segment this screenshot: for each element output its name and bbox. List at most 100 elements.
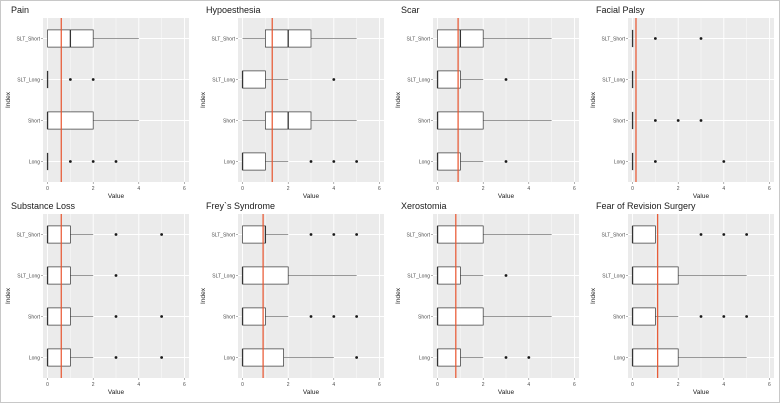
box-iqr (632, 348, 679, 367)
box-iqr (437, 152, 461, 171)
box-Short (436, 307, 552, 326)
panel-title: Fear of Revision Surgery (596, 201, 696, 211)
box-iqr (437, 70, 461, 89)
y-axis-label: Index (5, 91, 12, 108)
y-tick-label: Short (223, 118, 236, 124)
box-iqr (242, 225, 266, 244)
chart-panel-2: Hypoesthesia 0 2 4 6 SLT_Short SLT_Long Short Lo… (200, 5, 384, 200)
x-tick-label: 2 (92, 186, 95, 192)
outlier-point (527, 356, 531, 359)
box-SLT_Short (242, 29, 357, 48)
y-tick-label: Long (224, 355, 235, 361)
outlier-point (68, 78, 72, 81)
y-tick-label: Short (613, 118, 626, 124)
y-tick-label: SLT_Long (212, 273, 235, 279)
x-tick-label: 0 (241, 186, 244, 192)
outlier-point (309, 315, 313, 318)
x-axis-label: Value (498, 389, 515, 396)
box-iqr (242, 152, 266, 171)
outlier-point (68, 160, 72, 163)
outlier-point (653, 37, 657, 40)
outlier-point (114, 356, 118, 359)
outlier-point (309, 233, 313, 236)
panel-title: Pain (11, 5, 29, 15)
y-tick-label: Long (29, 355, 40, 361)
box-SLT_Long (46, 266, 118, 285)
outlier-point (653, 119, 657, 122)
y-tick-label: Short (418, 314, 431, 320)
x-axis-label: Value (108, 389, 125, 396)
y-axis-label: Index (590, 287, 597, 304)
box-iqr (242, 307, 266, 326)
box-iqr (47, 307, 71, 326)
outlier-point (91, 78, 95, 81)
box-Long (46, 348, 164, 367)
x-tick-label: 4 (137, 382, 140, 388)
outlier-point (332, 315, 336, 318)
x-tick-label: 2 (482, 186, 485, 192)
x-axis-label: Value (498, 193, 515, 200)
x-tick-label: 0 (631, 382, 634, 388)
box-SLT_Long (46, 70, 95, 89)
panel-title: Xerostomia (401, 201, 447, 211)
y-tick-label: Long (29, 159, 40, 165)
x-tick-label: 2 (287, 382, 290, 388)
y-tick-label: Short (613, 314, 626, 320)
outlier-point (699, 315, 703, 318)
x-tick-label: 0 (436, 382, 439, 388)
box-SLT_Short (46, 225, 164, 244)
y-tick-label: Long (614, 159, 625, 165)
x-tick-label: 4 (332, 186, 335, 192)
outlier-point (114, 160, 118, 163)
chart-panel-3: Scar 0 2 4 6 SLT_Short SLT_Long Short Long Value I… (395, 5, 579, 200)
x-axis-label: Value (693, 389, 710, 396)
box-Short (631, 111, 703, 130)
panel-title: Facial Palsy (596, 5, 645, 15)
chart-panel-5: Substance Loss 0 2 4 6 SLT_Short SLT_Long Short… (5, 201, 189, 396)
outlier-point (745, 233, 749, 236)
y-tick-label: SLT_Long (602, 273, 625, 279)
x-tick-label: 4 (722, 382, 725, 388)
outlier-point (332, 160, 336, 163)
y-tick-label: SLT_Short (601, 232, 625, 238)
box-iqr (632, 266, 679, 285)
outlier-point (355, 315, 359, 318)
y-tick-label: SLT_Long (602, 77, 625, 83)
outlier-point (114, 315, 118, 318)
box-Long (631, 152, 726, 171)
box-iqr (632, 307, 656, 326)
y-tick-label: SLT_Long (407, 273, 430, 279)
y-tick-label: SLT_Short (601, 36, 625, 42)
x-axis-label: Value (693, 193, 710, 200)
box-iqr (242, 70, 266, 89)
outlier-point (160, 233, 164, 236)
box-Short (46, 307, 164, 326)
chart-panel-6: Frey`s Syndrome 0 2 4 6 SLT_Short SLT_Long Shor… (200, 201, 384, 396)
box-SLT_Short (631, 29, 703, 48)
y-tick-label: SLT_Long (212, 77, 235, 83)
box-SLT_Short (242, 225, 359, 244)
outlier-point (504, 356, 508, 359)
outlier-point (722, 160, 726, 163)
x-tick-label: 6 (183, 186, 186, 192)
y-tick-label: SLT_Long (17, 273, 40, 279)
outlier-point (722, 315, 726, 318)
outlier-point (699, 119, 703, 122)
box-iqr (632, 225, 656, 244)
y-axis-label: Index (200, 91, 207, 108)
x-axis-label: Value (108, 193, 125, 200)
y-tick-label: Long (419, 355, 430, 361)
x-tick-label: 2 (92, 382, 95, 388)
x-tick-label: 6 (768, 186, 771, 192)
chart-panel-4: Facial Palsy 0 2 4 6 SLT_Short SLT_Long Short Lo… (590, 5, 774, 200)
y-tick-label: Long (614, 355, 625, 361)
box-Long (436, 152, 508, 171)
y-axis-label: Index (590, 91, 597, 108)
box-SLT_Short (47, 29, 139, 48)
box-SLT_Short (631, 225, 749, 244)
outlier-point (653, 160, 657, 163)
box-Short (436, 111, 552, 130)
x-axis-label: Value (303, 389, 320, 396)
